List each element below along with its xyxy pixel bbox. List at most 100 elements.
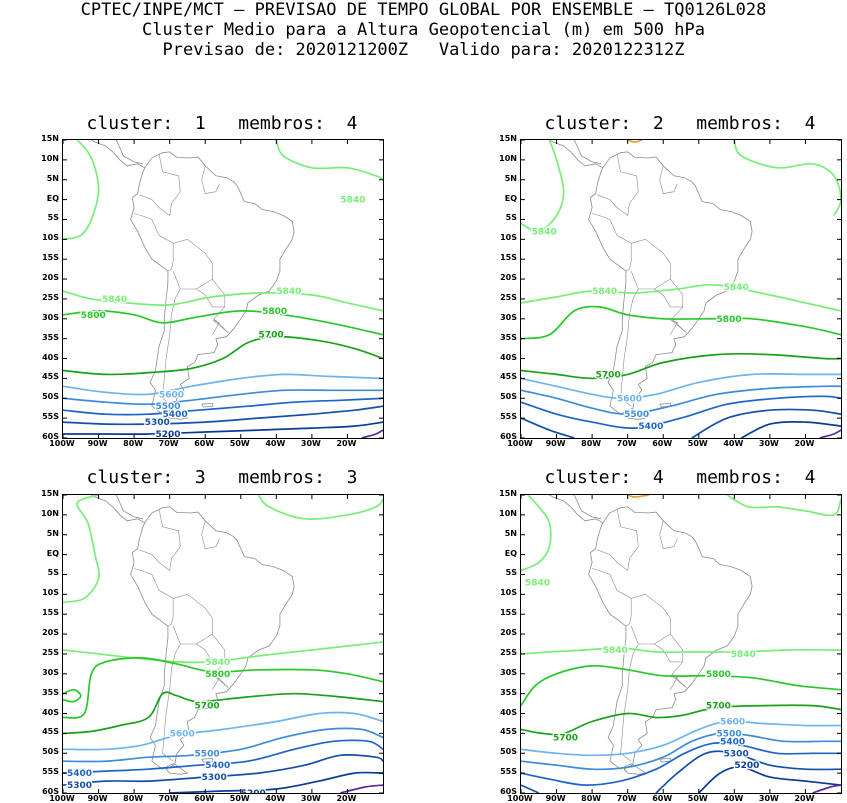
contour-label: 5800 [706, 670, 731, 680]
longitude-label: 40W [265, 794, 286, 803]
contour-label: 5840 [102, 295, 127, 305]
contour-line [63, 688, 82, 703]
longitude-label: 30W [758, 439, 779, 448]
contour-line [698, 766, 841, 793]
contour-label: 5840 [340, 196, 365, 206]
latitude-label: 45S [500, 372, 517, 382]
latitude-label: 55S [500, 767, 517, 777]
latitude-label: 5S [505, 568, 517, 578]
contour-label: 5300 [67, 781, 92, 791]
latitude-label: 10S [42, 233, 59, 243]
latitude-label: 25S [500, 292, 517, 302]
contour-label: 5400 [163, 410, 188, 420]
longitude-label: 50W [687, 439, 708, 448]
coastline [548, 495, 753, 775]
latitude-label: 55S [42, 412, 59, 422]
contour-label: 5840 [276, 287, 301, 297]
contour-label: 5700 [195, 702, 220, 712]
contour-line [63, 421, 383, 436]
latitude-label: 50S [500, 747, 517, 757]
contour-line [521, 417, 575, 438]
longitude-label: 100W [49, 439, 75, 448]
coastline [90, 140, 295, 420]
longitude-label: 60W [652, 794, 673, 803]
longitude-label: 20W [794, 794, 815, 803]
longitude-label: 40W [723, 794, 744, 803]
latitude-label: 55S [500, 412, 517, 422]
contour-label: 5840 [205, 658, 230, 668]
contour-line [521, 372, 841, 400]
latitude-label: 40S [42, 352, 59, 362]
latitude-label: 5S [47, 568, 59, 578]
longitude-label: 30W [300, 439, 321, 448]
contour-label: 5300 [145, 418, 170, 428]
longitude-label: 30W [300, 794, 321, 803]
contour-label: 5400 [638, 422, 663, 432]
contour-line [63, 495, 100, 604]
longitude-label: 60W [194, 794, 215, 803]
map-panel: 5840 5840 5840 5800 5800 5700 5600 5500 5400 5300… [62, 139, 384, 439]
contour-label: 5400 [205, 761, 230, 771]
longitude-label: 50W [687, 794, 708, 803]
latitude-label: 5N [504, 528, 517, 538]
latitude-label: 50S [42, 747, 59, 757]
contour-line [63, 739, 383, 774]
contour-label: 5500 [155, 402, 180, 412]
latitude-label: 40S [500, 707, 517, 717]
latitude-label: 55S [42, 767, 59, 777]
latitude-label: 60S [42, 432, 59, 441]
latitude-label: 20S [42, 628, 59, 638]
latitude-label: 10S [500, 588, 517, 598]
longitude-label: 20W [794, 439, 815, 448]
contour-line [521, 784, 540, 793]
longitude-label: 100W [49, 794, 75, 803]
map-plot: 5840 5840 5840 5800 5800 5700 5600 550054005300… [63, 140, 383, 438]
latitude-label: 45S [500, 727, 517, 737]
contour-label: 5800 [81, 311, 106, 321]
contour-line [655, 750, 841, 793]
latitude-label: 10N [41, 153, 59, 163]
latitude-label: 15N [41, 489, 59, 498]
latitude-label: 5N [46, 528, 59, 538]
longitude-label: 100W [507, 439, 533, 448]
latitude-label: 10N [499, 508, 517, 518]
latitude-label: 20S [500, 628, 517, 638]
latitude-label: 20S [42, 273, 59, 283]
contour-line [521, 720, 841, 757]
contour-label: 5800 [262, 307, 287, 317]
longitude-label: 20W [336, 439, 357, 448]
contour-line [521, 305, 841, 340]
contour-line [63, 691, 383, 735]
panel-title: cluster: 2 membros: 4 [544, 113, 816, 134]
longitude-label: 80W [581, 439, 602, 448]
latitude-label: 15N [499, 489, 517, 498]
contour-line [521, 732, 841, 771]
latitude-label: 35S [500, 332, 517, 342]
contour-label: 5300 [202, 773, 227, 783]
contour-label: 5600 [170, 729, 195, 739]
contour-label: 5600 [617, 394, 642, 404]
contour-label: 5200 [734, 761, 759, 771]
contour-label: 5700 [596, 370, 621, 380]
contour-label: 5840 [532, 227, 557, 237]
latitude-label: 15S [42, 253, 59, 263]
longitude-label: 90W [87, 794, 108, 803]
latitude-label: 35S [42, 332, 59, 342]
longitude-label: 80W [581, 794, 602, 803]
contour-line [521, 140, 565, 233]
longitude-label: 50W [229, 439, 250, 448]
longitude-label: 50W [229, 794, 250, 803]
latitude-label: EQ [504, 193, 517, 203]
panel-title: cluster: 4 membros: 4 [544, 467, 816, 488]
latitude-label: 40S [500, 352, 517, 362]
contour-line [63, 711, 383, 751]
latitude-label: 25S [500, 647, 517, 657]
contour-line [521, 704, 841, 736]
contour-line [63, 641, 383, 664]
latitude-label: 50S [42, 392, 59, 402]
latitude-label: 30S [42, 667, 59, 677]
contour-line [63, 727, 383, 763]
contour-label: 5500 [717, 729, 742, 739]
latitude-label: 5N [504, 173, 517, 183]
latitude-label: 15S [42, 608, 59, 618]
